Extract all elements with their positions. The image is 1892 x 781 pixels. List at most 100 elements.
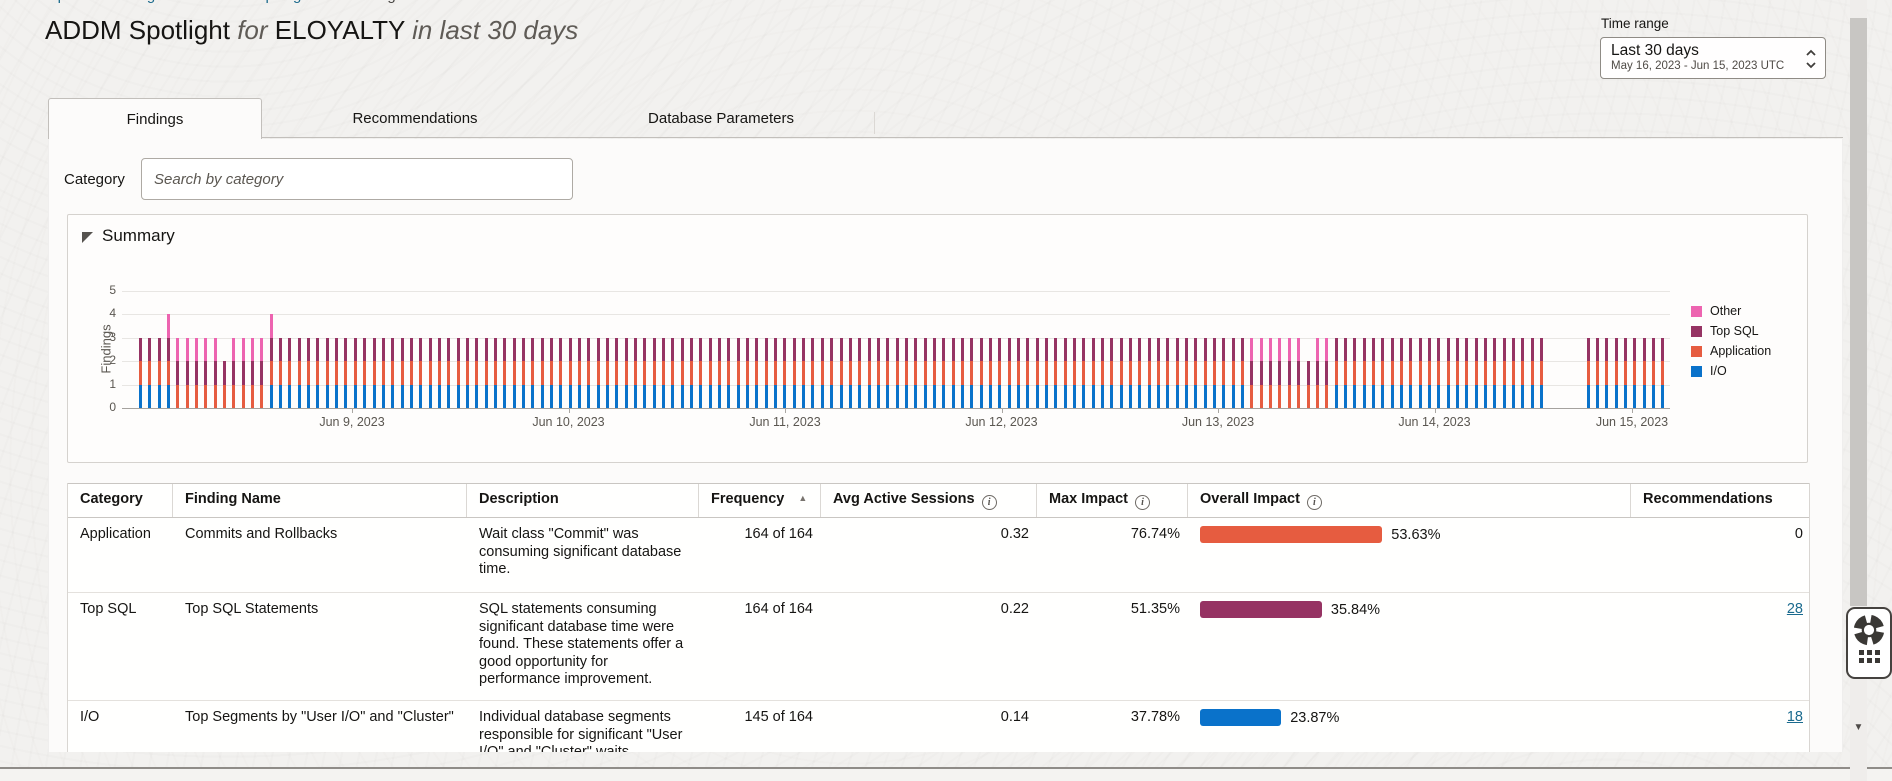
chart-bar-segment bbox=[1418, 384, 1422, 408]
chart-bar-segment bbox=[643, 384, 647, 408]
chart-bar-segment bbox=[456, 337, 460, 362]
chart-bar-segment bbox=[1652, 361, 1656, 385]
chart-bar-segment bbox=[568, 361, 572, 385]
chart-bar-segment bbox=[811, 337, 815, 362]
time-range-selected-value: Last 30 days bbox=[1611, 42, 1699, 59]
tab-findings[interactable]: Findings bbox=[48, 98, 262, 139]
chart-bar-segment bbox=[1371, 361, 1375, 385]
recommendations-link[interactable]: 28 bbox=[1786, 601, 1803, 617]
chart-bar-segment bbox=[1007, 361, 1011, 385]
chart-bar-segment bbox=[1250, 384, 1254, 408]
chart-bar-segment bbox=[615, 337, 619, 362]
chart-bar-segment bbox=[316, 361, 320, 385]
chart-bar-segment bbox=[1278, 361, 1282, 385]
chart-bar-segment bbox=[727, 337, 731, 362]
findings-table-header: Category Finding Name Description Freque… bbox=[68, 483, 1809, 518]
chart-bar-segment bbox=[531, 384, 535, 408]
vertical-scrollbar-thumb[interactable] bbox=[1850, 18, 1867, 606]
chart-bar-segment bbox=[923, 384, 927, 408]
chart-bar-segment bbox=[344, 337, 348, 362]
chart-bar-segment bbox=[1334, 337, 1338, 362]
chart-bar-segment bbox=[204, 384, 208, 408]
chart-bar-segment bbox=[1054, 337, 1058, 362]
chart-bar-segment bbox=[1325, 337, 1329, 362]
time-range-label: Time range bbox=[1601, 16, 1669, 31]
chart-bar-segment bbox=[1063, 337, 1067, 362]
breadcrumb-link-addm-spotlight[interactable]: ADDM Spotlight bbox=[207, 0, 314, 4]
chart-bar-segment bbox=[316, 384, 320, 408]
chart-bar-segment bbox=[1455, 384, 1459, 408]
chart-bar-segment bbox=[1502, 384, 1506, 408]
cell-category: Top SQL bbox=[80, 601, 137, 617]
chart-bar-segment bbox=[1409, 337, 1413, 362]
chart-bar-segment bbox=[876, 337, 880, 362]
chart-bar-segment bbox=[1427, 384, 1431, 408]
tab-database-parameters[interactable]: Database Parameters bbox=[648, 109, 794, 127]
recommendations-link[interactable]: 18 bbox=[1786, 709, 1803, 725]
legend-swatch bbox=[1691, 345, 1702, 357]
cell-avg-active-sessions: 0.14 bbox=[1000, 709, 1029, 725]
chart-bar-segment bbox=[1166, 361, 1170, 385]
chart-bar-segment bbox=[1483, 361, 1487, 385]
category-search-input[interactable] bbox=[141, 158, 573, 200]
chart-bar-segment bbox=[886, 361, 890, 385]
cell-finding-name: Top Segments by "User I/O" and "Cluster" bbox=[185, 709, 454, 725]
legend-swatch bbox=[1691, 305, 1702, 317]
chart-bar-segment bbox=[475, 384, 479, 408]
chart-bar-segment bbox=[1250, 361, 1254, 385]
cell-frequency: 164 of 164 bbox=[744, 526, 813, 542]
chart-bar-segment bbox=[1222, 361, 1226, 385]
chart-bar-segment bbox=[167, 337, 171, 362]
chart-bar-segment bbox=[1315, 337, 1319, 362]
chart-bar-segment bbox=[447, 337, 451, 362]
breadcrumb-link-operations-insights[interactable]: Operations Insights bbox=[46, 0, 175, 4]
chart-bar-segment bbox=[830, 361, 834, 385]
chart-bar-segment bbox=[1661, 361, 1665, 385]
chart-bar-segment bbox=[353, 337, 357, 362]
chart-bar-segment bbox=[960, 337, 964, 362]
chart-bar-segment bbox=[652, 337, 656, 362]
chart-bar-segment bbox=[419, 384, 423, 408]
overall-impact-bar bbox=[1200, 526, 1383, 543]
chart-bar-segment bbox=[1633, 361, 1637, 385]
chart-bar-segment bbox=[895, 361, 899, 385]
chart-bar-segment bbox=[325, 384, 329, 408]
chart-bar-segment bbox=[1455, 337, 1459, 362]
chart-bar-segment bbox=[774, 361, 778, 385]
chart-bar-segment bbox=[1166, 337, 1170, 362]
chart-bar-segment bbox=[624, 361, 628, 385]
chart-bar-segment bbox=[1101, 337, 1105, 362]
chart-bar-segment bbox=[923, 361, 927, 385]
chart-bar-segment bbox=[484, 361, 488, 385]
info-icon[interactable]: i bbox=[1306, 495, 1322, 510]
y-axis-title: Findings bbox=[98, 324, 114, 374]
info-icon[interactable]: i bbox=[1134, 495, 1150, 510]
chart-bar-segment bbox=[503, 361, 507, 385]
scroll-down-icon[interactable]: ▼ bbox=[1853, 722, 1864, 733]
chart-bar-segment bbox=[680, 361, 684, 385]
info-icon[interactable]: i bbox=[981, 495, 997, 510]
breadcrumb-separator-icon: › bbox=[328, 0, 332, 3]
chart-bar-segment bbox=[671, 361, 675, 385]
chart-bar-segment bbox=[1016, 384, 1020, 408]
column-header-frequency[interactable]: Frequency ▲ bbox=[699, 484, 821, 517]
y-axis-tick-label: 2 bbox=[109, 353, 116, 368]
chart-bar-segment bbox=[1241, 337, 1245, 362]
summary-collapse-toggle[interactable]: Summary bbox=[82, 226, 175, 246]
x-axis-tick-label: Jun 10, 2023 bbox=[532, 415, 605, 429]
chart-bar-segment bbox=[895, 337, 899, 362]
chart-bar-segment bbox=[428, 337, 432, 362]
tab-recommendations[interactable]: Recommendations bbox=[352, 109, 478, 127]
help-widget-button[interactable] bbox=[1846, 607, 1892, 679]
chart-bar-segment bbox=[465, 361, 469, 385]
chart-bar-segment bbox=[792, 337, 796, 362]
chart-bar-segment bbox=[1129, 361, 1133, 385]
chart-bar-segment bbox=[1399, 384, 1403, 408]
chart-bar-segment bbox=[876, 384, 880, 408]
chart-bar-segment bbox=[325, 361, 329, 385]
chart-bar-segment bbox=[970, 384, 974, 408]
chart-bar-segment bbox=[634, 337, 638, 362]
time-range-select[interactable]: Last 30 days May 16, 2023 - Jun 15, 2023… bbox=[1600, 37, 1826, 79]
chart-bar-segment bbox=[1297, 361, 1301, 385]
chart-bar-segment bbox=[839, 337, 843, 362]
